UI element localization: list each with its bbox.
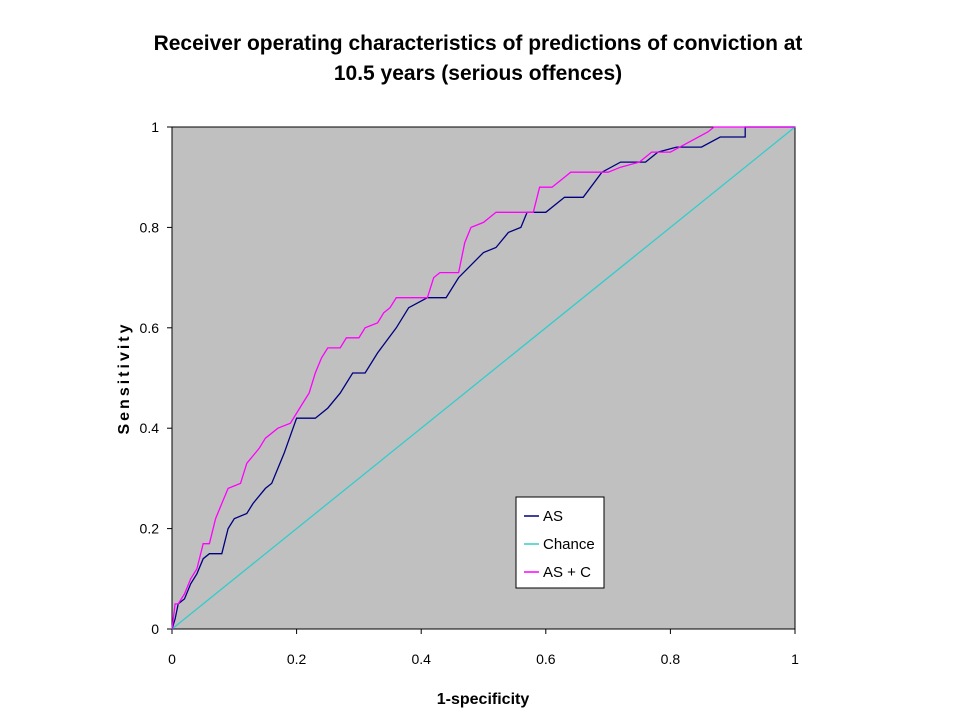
- y-tick-label: 0.4: [140, 420, 160, 436]
- series-line-chance: [171, 126, 796, 630]
- y-tick-label: 0.2: [140, 521, 160, 537]
- x-tick-label: 0.6: [536, 651, 556, 667]
- x-tick-label: 0: [168, 651, 176, 667]
- y-axis: 0 0.2 0.4 0.6 0.8 1: [140, 119, 172, 637]
- legend-label-as-c: AS + C: [543, 564, 591, 581]
- legend-label-as: AS: [543, 508, 563, 525]
- y-tick-label: 1: [151, 119, 159, 135]
- series-line-as: [171, 126, 795, 630]
- legend: AS Chance AS + C: [515, 496, 605, 589]
- x-tick-label: 0.2: [287, 651, 307, 667]
- series-layer: [171, 126, 796, 630]
- legend-label-chance: Chance: [543, 536, 595, 553]
- y-tick-label: 0.6: [140, 320, 160, 336]
- chart-title-line-1: Receiver operating characteristics of pr…: [154, 32, 803, 55]
- y-axis-title: Sensitivity: [116, 321, 133, 434]
- x-axis: 0 0.2 0.4 0.6 0.8 1: [168, 629, 799, 667]
- series-line-as-c: [171, 126, 795, 630]
- y-tick-label: 0.8: [140, 219, 160, 235]
- x-tick-label: 0.8: [661, 651, 681, 667]
- y-tick-label: 0: [151, 621, 159, 637]
- x-tick-label: 0.4: [411, 651, 431, 667]
- legend-box: [515, 496, 605, 589]
- chart-title-line-2: 10.5 years (serious offences): [334, 62, 622, 85]
- x-axis-title: 1-specificity: [437, 691, 530, 708]
- x-tick-label: 1: [791, 651, 799, 667]
